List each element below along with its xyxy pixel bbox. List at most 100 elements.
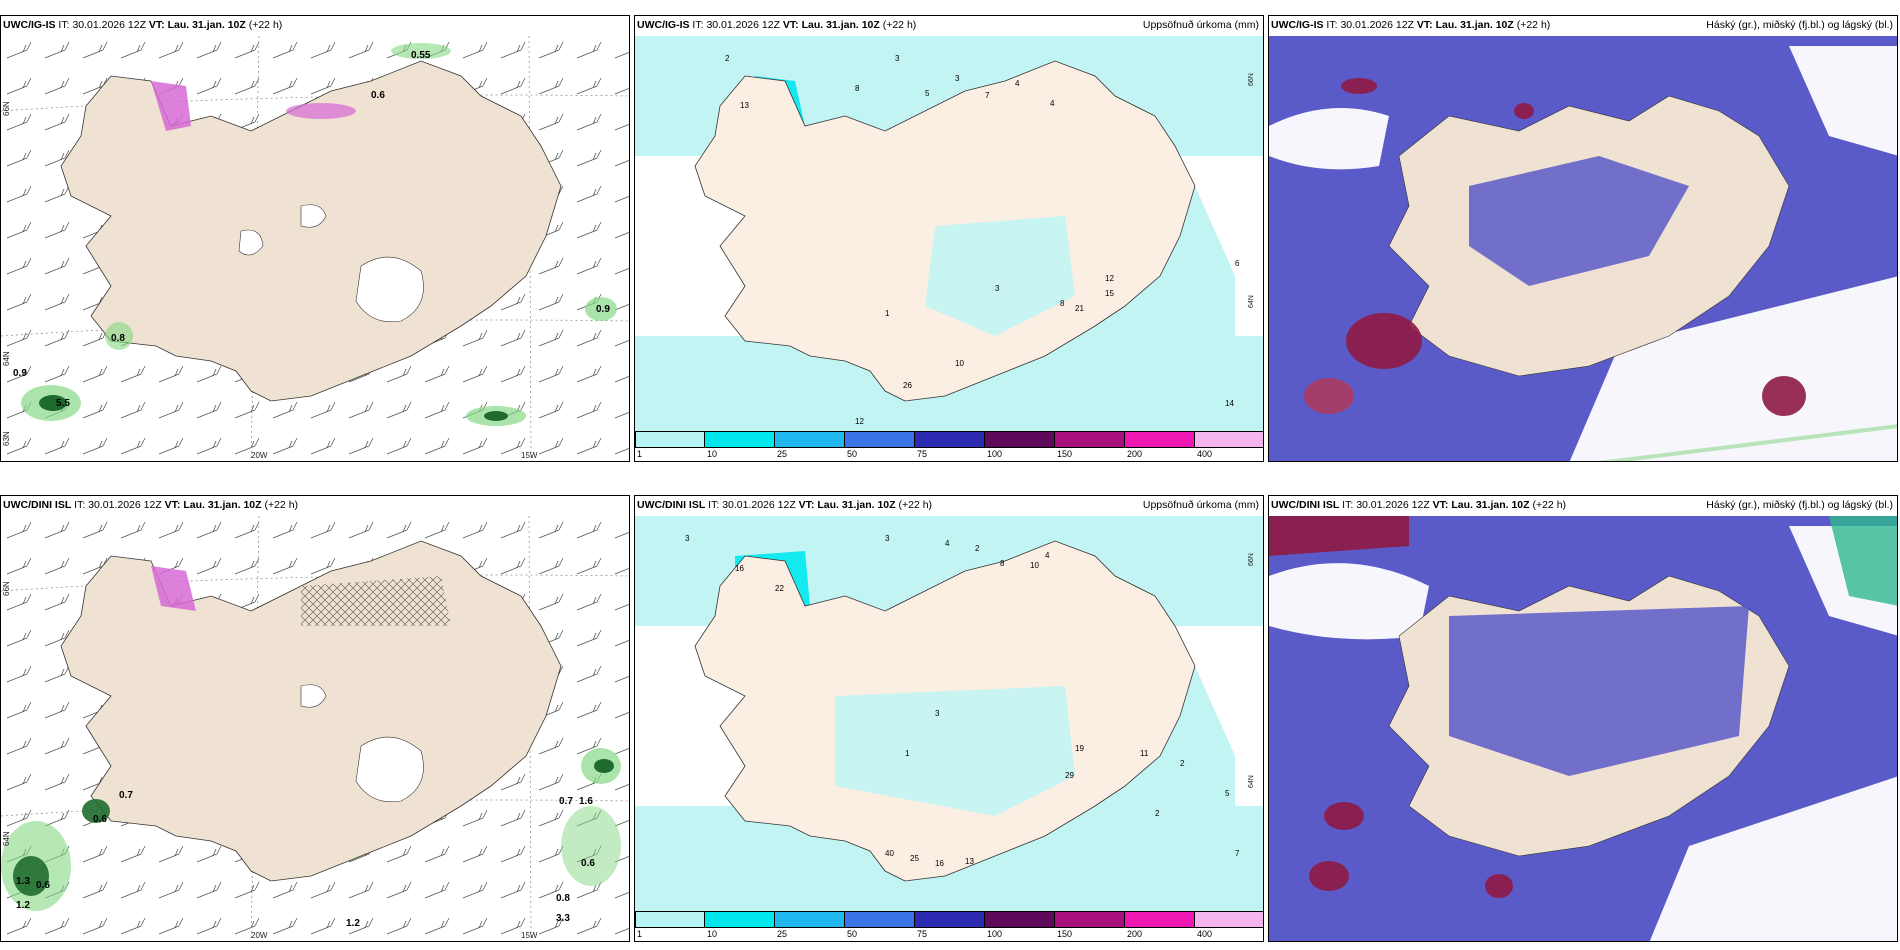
high-cloud-area <box>1324 802 1364 830</box>
precip-value: 2 <box>1180 759 1185 768</box>
snow-area <box>151 81 191 131</box>
precip-value: 21 <box>1075 304 1084 313</box>
colorbar-tick: 100 <box>987 929 1003 939</box>
precip-value: 22 <box>775 584 784 593</box>
precip-value: 3 <box>995 284 1000 293</box>
snow-area <box>286 103 356 119</box>
precip-area <box>105 322 133 350</box>
panel-header: UWC/IG-IS IT: 30.01.2026 12Z VT: Lau. 31… <box>637 19 917 31</box>
cloud-map <box>1269 36 1897 461</box>
panel-title: Háský (gr.), miðský (fj.bl.) og lágský (… <box>1706 499 1893 511</box>
panel-header: UWC/DINI ISL IT: 30.01.2026 12Z VT: Lau.… <box>3 499 299 511</box>
colorbar-seg-1 <box>635 431 705 448</box>
high-cloud-area <box>1309 861 1349 891</box>
colorbar-seg-6 <box>985 911 1055 928</box>
colorbar-seg-7 <box>1055 911 1125 928</box>
colorbar-tick: 400 <box>1197 449 1213 459</box>
precip-value: 5 <box>1225 789 1230 798</box>
lat-label: 66N <box>2 101 11 116</box>
snow-label: 0.6 <box>36 880 50 891</box>
precip-value: 4 <box>1015 79 1020 88</box>
panel-title: Uppsöfnuð úrkoma (mm) <box>1142 19 1259 31</box>
lat-label: 63N <box>2 431 11 446</box>
colorbar-tick: 1 <box>637 449 643 459</box>
precip-value: 4 <box>1045 551 1050 560</box>
glacier <box>300 684 327 708</box>
snow-label: 1.2 <box>346 918 360 929</box>
precip-value: 2 <box>725 54 730 63</box>
colorbar-tick: 200 <box>1127 929 1143 939</box>
precip-value: 8 <box>1060 299 1065 308</box>
snow-label: 0.55 <box>411 50 431 61</box>
snow-label: 1.2 <box>16 900 30 911</box>
precip-value: 2 <box>1155 809 1160 818</box>
precip-value: 16 <box>935 859 944 868</box>
precip-value: 13 <box>965 857 974 866</box>
precip-value: 2 <box>975 544 980 553</box>
lat-label: 66N <box>1248 73 1255 86</box>
precip-value: 10 <box>955 359 964 368</box>
precip-value: 8 <box>1000 559 1005 568</box>
lat-label: 64N <box>2 831 11 846</box>
precip-value: 15 <box>1105 289 1114 298</box>
panel-clouds-ig: UWC/IG-IS IT: 30.01.2026 12Z VT: Lau. 31… <box>1268 15 1898 462</box>
precip-value: 10 <box>1030 561 1039 570</box>
colorbar-seg-3 <box>775 911 845 928</box>
panel-precip-dini: UWC/DINI ISL IT: 30.01.2026 12Z VT: Lau.… <box>634 495 1264 942</box>
colorbar-tick: 100 <box>987 449 1003 459</box>
wind-barb-map: 0.55 0.6 0.8 0.9 5.5 0.9 20W 15W 66N 64N… <box>1 36 629 461</box>
colorbar-seg-3 <box>775 431 845 448</box>
lat-label: 64N <box>2 351 11 366</box>
precip-area <box>594 759 614 773</box>
glacier <box>238 229 264 256</box>
precip-area <box>13 856 49 896</box>
snow-label: 1.6 <box>579 796 593 807</box>
panel-header: UWC/IG-IS IT: 30.01.2026 12Z VT: Lau. 31… <box>3 19 283 31</box>
lon-label: 20W <box>251 931 268 940</box>
hatched-area <box>301 576 451 626</box>
glacier <box>355 256 424 323</box>
precip-value: 1 <box>885 309 890 318</box>
precip-value: 7 <box>985 91 990 100</box>
high-cloud-area <box>1514 103 1534 119</box>
cloud-map <box>1269 516 1897 941</box>
snow-label: 0.7 <box>559 796 573 807</box>
panel-header: UWC/IG-IS IT: 30.01.2026 12Z VT: Lau. 31… <box>1271 19 1551 31</box>
colorbar-seg-6 <box>985 431 1055 448</box>
precip-value: 3 <box>885 534 890 543</box>
precip-value: 7 <box>1235 849 1240 858</box>
precip-value: 25 <box>910 854 919 863</box>
snow-label: 0.6 <box>93 814 107 825</box>
precip-value: 4 <box>945 539 950 548</box>
precip-value: 8 <box>855 84 860 93</box>
glacier <box>355 736 424 803</box>
snow-label: 0.8 <box>111 333 125 344</box>
colorbar-tick: 75 <box>917 449 928 459</box>
lon-label: 15W <box>521 931 538 940</box>
lon-label: 15W <box>521 451 538 460</box>
lat-label: 66N <box>2 581 11 596</box>
colorbar-tick: 150 <box>1057 929 1073 939</box>
snow-label: 0.7 <box>119 790 133 801</box>
snow-label: 1.3 <box>16 876 30 887</box>
precip-map: 3 3 4 2 16 22 8 10 4 3 1 25 19 29 16 13 … <box>635 516 1263 913</box>
colorbar-tick: 150 <box>1057 449 1073 459</box>
colorbar-seg-9 <box>1195 911 1263 928</box>
colorbar-seg-5 <box>915 911 985 928</box>
precip-value: 13 <box>740 101 749 110</box>
colorbar-seg-2 <box>705 431 775 448</box>
colorbar-seg-9 <box>1195 431 1263 448</box>
wind-barb-map: 0.7 0.6 0.8 0.6 0.7 1.6 0.6 1.2 1.3 1.2 … <box>1 516 629 941</box>
precip-area <box>585 297 617 321</box>
panel-header: UWC/DINI ISL IT: 30.01.2026 12Z VT: Lau.… <box>637 499 933 511</box>
colorbar-seg-8 <box>1125 911 1195 928</box>
colorbar-seg-2 <box>705 911 775 928</box>
snow-label: 0.9 <box>13 368 27 379</box>
precip-area <box>391 43 451 59</box>
precip-value: 4 <box>1050 99 1055 108</box>
colorbar-tick: 50 <box>847 449 858 459</box>
glacier <box>300 204 327 228</box>
colorbar-seg-8 <box>1125 431 1195 448</box>
high-cloud-area <box>1304 378 1354 414</box>
colorbar-tick: 25 <box>777 449 788 459</box>
